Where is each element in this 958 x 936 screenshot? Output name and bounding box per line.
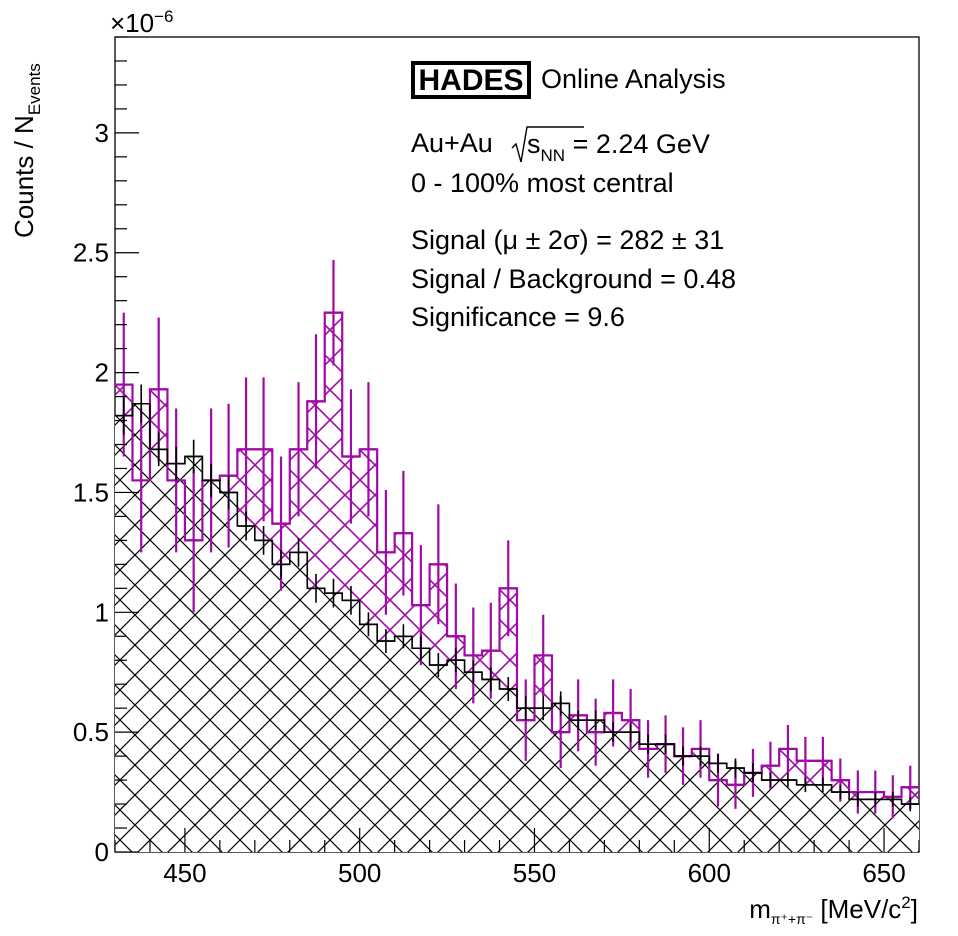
x-tick-label: 600: [688, 858, 731, 888]
y-tick-label: 0.5: [73, 717, 109, 747]
y-tick-label: 0: [95, 837, 109, 867]
signal-background-label: Signal / Background = 0.48: [411, 264, 736, 294]
y-tick-label: 1.5: [73, 477, 109, 507]
y-tick-label: 2: [95, 358, 109, 388]
background-fill: [115, 403, 919, 852]
x-tick-label: 650: [862, 858, 905, 888]
y-axis-label: Counts / NEvents: [9, 63, 44, 238]
signal-label: Signal (μ ± 2σ) = 282 ± 31: [411, 225, 724, 255]
hades-logo: HADES: [411, 61, 531, 99]
online-analysis-label: Online Analysis: [541, 64, 726, 94]
significance-label: Significance = 9.6: [411, 302, 625, 332]
x-tick-label: 500: [338, 858, 381, 888]
x-axis-label: mπ⁺+π⁻ [MeV/c2]: [749, 893, 918, 927]
collision-system-label: Au+Au: [411, 128, 493, 158]
sqrt-sign-icon: [511, 126, 584, 163]
y-tick-label: 2.5: [73, 238, 109, 268]
energy-label: sNN = 2.24 GeV: [527, 129, 710, 165]
x-tick-label: 550: [513, 858, 556, 888]
x-tick-label: 450: [163, 858, 206, 888]
y-exponent-label: ×10−6: [110, 7, 174, 38]
y-tick-label: 3: [95, 118, 109, 148]
centrality-label: 0 - 100% most central: [411, 168, 674, 198]
svg-text:HADES: HADES: [418, 64, 523, 97]
y-tick-label: 1: [95, 597, 109, 627]
